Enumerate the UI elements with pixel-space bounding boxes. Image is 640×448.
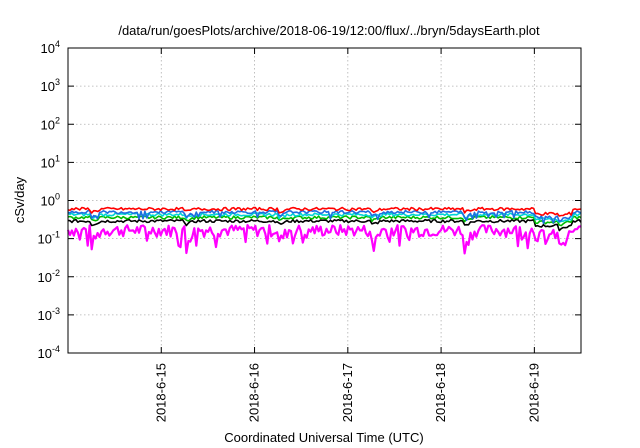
y-tick-label: 10-1: [38, 230, 60, 247]
y-tick-label: 103: [41, 77, 60, 94]
y-axis-label: cSv/day: [12, 176, 27, 223]
chart-title: /data/run/goesPlots/archive/2018-06-19/1…: [118, 23, 540, 38]
x-tick-label: 2018-6-17: [340, 363, 355, 422]
x-tick-label: 2018-6-15: [153, 363, 168, 422]
y-tick-label: 101: [41, 153, 60, 170]
series-group: [66, 206, 582, 255]
series-line: [67, 206, 582, 217]
series-line: [67, 209, 582, 225]
series-line: [66, 224, 582, 255]
y-tick-label: 102: [41, 115, 60, 132]
y-tick-label: 104: [41, 39, 60, 56]
series-line: [67, 218, 582, 232]
y-tick-label: 10-3: [38, 306, 60, 323]
y-tick-label: 100: [41, 192, 60, 209]
x-tick-label: 2018-6-16: [247, 363, 262, 422]
x-axis-label: Coordinated Universal Time (UTC): [224, 430, 423, 445]
x-tick-label: 2018-6-19: [526, 363, 541, 422]
y-tick-label: 10-4: [38, 344, 60, 361]
grid: [68, 48, 581, 353]
y-axis: 10-4 10-3 10-2 10-1 100 101 102 103 104: [38, 39, 581, 361]
x-axis: 2018-6-15 2018-6-16 2018-6-17 2018-6-18 2018…: [153, 48, 541, 422]
y-tick-label: 10-2: [38, 268, 60, 285]
x-tick-label: 2018-6-18: [433, 363, 448, 422]
